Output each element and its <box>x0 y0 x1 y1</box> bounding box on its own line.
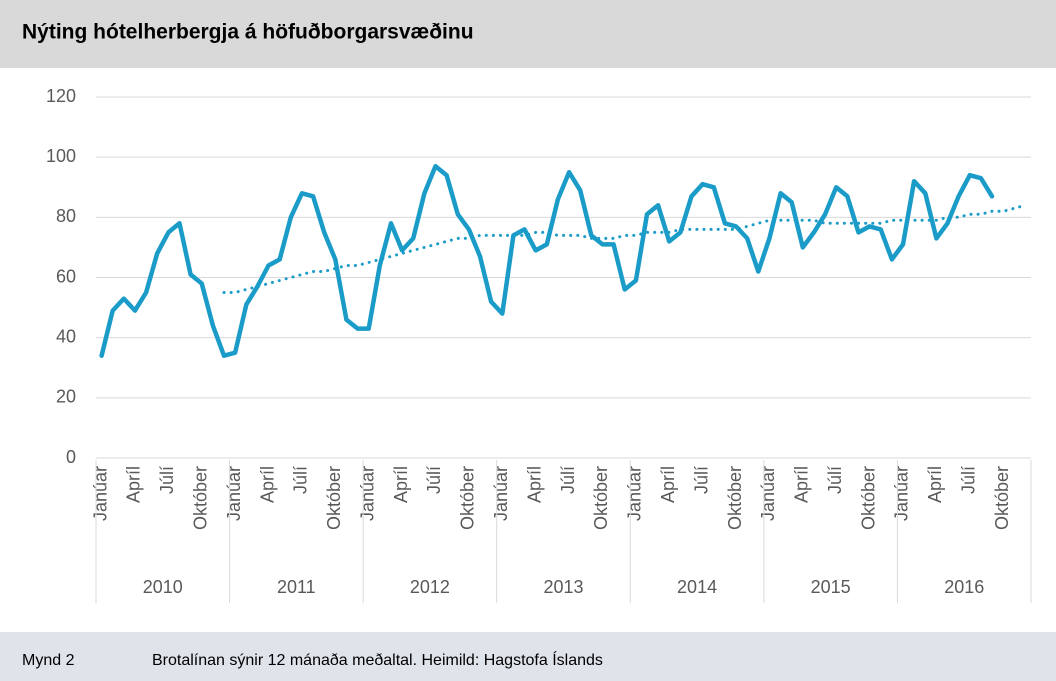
x-tick-label: Október <box>725 466 745 530</box>
x-tick-label: Apríl <box>658 466 678 503</box>
y-tick-label: 100 <box>46 146 76 166</box>
year-label: 2014 <box>677 577 717 597</box>
y-tick-label: 20 <box>56 387 76 407</box>
x-tick-label: Janúar <box>491 466 511 521</box>
x-tick-label: Júlí <box>691 466 711 494</box>
chart-title: Nýting hótelherbergja á höfuðborgarsvæði… <box>22 21 474 44</box>
x-tick-label: Apríl <box>524 466 544 503</box>
x-tick-label: Apríl <box>792 466 812 503</box>
x-tick-label: Október <box>591 466 611 530</box>
x-tick-label: Apríl <box>124 466 144 503</box>
data-line <box>99 163 995 358</box>
x-tick-label: Október <box>458 466 478 530</box>
header <box>0 0 1056 68</box>
footer <box>0 632 1056 681</box>
x-tick-label: Október <box>190 466 210 530</box>
x-tick-label: Júlí <box>157 466 177 494</box>
y-tick-label: 60 <box>56 266 76 286</box>
y-tick-label: 40 <box>56 326 76 346</box>
x-tick-label: Janúar <box>892 466 912 521</box>
x-tick-label: Júlí <box>558 466 578 494</box>
x-tick-label: Júlí <box>959 466 979 494</box>
year-label: 2016 <box>944 577 984 597</box>
caption: Brotalínan sýnir 12 mánaða meðaltal. Hei… <box>152 650 603 669</box>
x-tick-label: Janúar <box>357 466 377 521</box>
x-tick-label: Janúar <box>758 466 778 521</box>
year-label: 2015 <box>811 577 851 597</box>
y-tick-label: 80 <box>56 206 76 226</box>
year-label: 2011 <box>277 577 316 597</box>
y-tick-label: 120 <box>46 86 76 106</box>
year-label: 2010 <box>143 577 183 597</box>
x-tick-label: Apríl <box>925 466 945 503</box>
x-tick-label: Október <box>858 466 878 530</box>
x-tick-label: Janúar <box>90 466 110 521</box>
x-tick-label: Október <box>324 466 344 530</box>
y-tick-label: 0 <box>66 447 76 467</box>
x-tick-label: Janúar <box>625 466 645 521</box>
year-label: 2013 <box>543 577 583 597</box>
caption-label: Mynd 2 <box>22 652 75 669</box>
x-tick-label: Janúar <box>224 466 244 521</box>
x-tick-label: Apríl <box>391 466 411 503</box>
x-tick-label: Apríl <box>257 466 277 503</box>
x-tick-label: Júlí <box>825 466 845 494</box>
year-label: 2012 <box>410 577 450 597</box>
x-tick-label: Júlí <box>424 466 444 494</box>
x-tick-label: Október <box>992 466 1012 530</box>
x-tick-label: Júlí <box>291 466 311 494</box>
